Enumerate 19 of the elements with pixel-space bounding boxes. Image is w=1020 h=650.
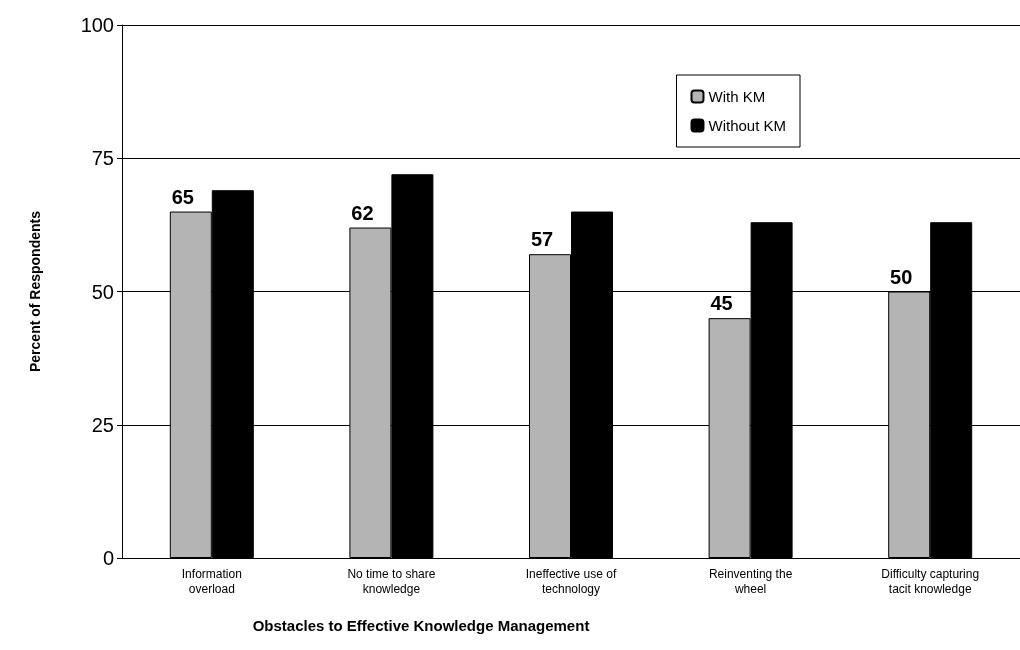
legend-label: Without KM — [708, 117, 787, 134]
data-label: 57 — [530, 228, 554, 251]
data-label: 45 — [710, 292, 733, 315]
y-axis-title: Percent of Respondents — [27, 210, 43, 373]
y-tick-label: 25 — [91, 413, 114, 436]
data-label: 65 — [171, 185, 194, 208]
data-label: 62 — [351, 201, 374, 224]
y-tick-label: 75 — [91, 147, 114, 170]
x-axis-title: Obstacles to Effective Knowledge Management — [252, 617, 590, 634]
x-tick-label: Difficulty capturing tacit knowledge — [881, 566, 980, 596]
y-tick-label: 100 — [80, 14, 114, 36]
x-tick-label: No time to share knowledge — [347, 566, 436, 596]
x-tick-label: Information overload — [181, 566, 242, 596]
y-tick-label: 0 — [102, 547, 114, 569]
legend-label: With KM — [708, 88, 766, 105]
x-tick-label: Reinventing the wheel — [708, 566, 793, 596]
x-tick-label: Ineffective use of technology — [525, 566, 617, 596]
data-label: 50 — [890, 265, 913, 288]
y-tick-label: 50 — [91, 280, 114, 303]
